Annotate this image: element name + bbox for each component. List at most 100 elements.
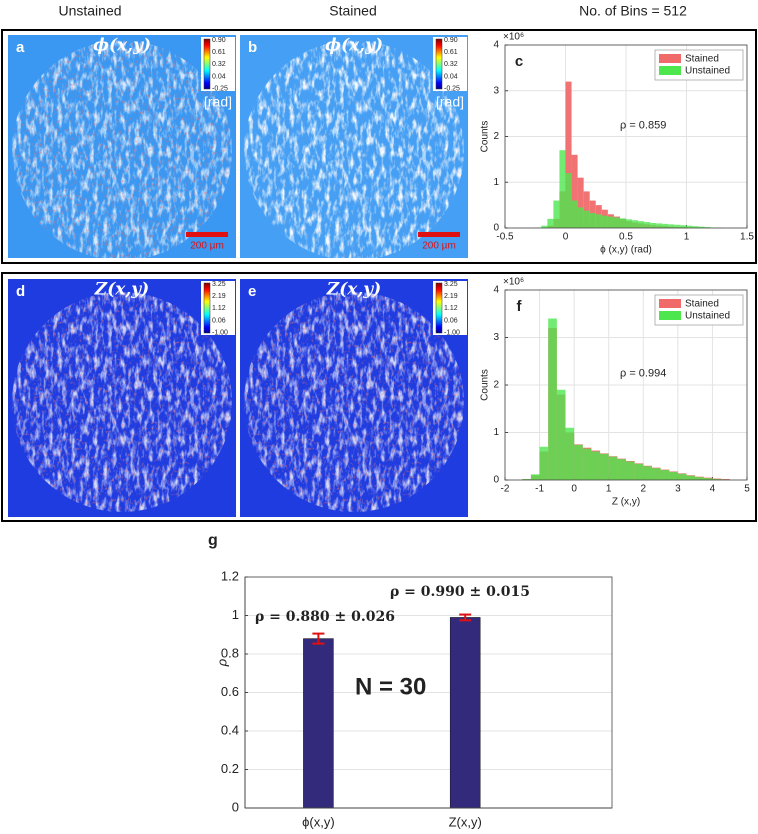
histogram-bar xyxy=(548,318,557,480)
image-panel: d Z(x,y) 3.25 2.19 1.12 0.06 -1.00 xyxy=(8,279,236,517)
y-tick-label: 3 xyxy=(493,85,499,96)
plot-border xyxy=(504,44,748,229)
column-header: Unstained xyxy=(58,3,121,19)
colorbar-label: 0.04 xyxy=(212,73,226,80)
legend-label: Unstained xyxy=(685,311,730,322)
histogram-bar xyxy=(553,200,560,228)
tissue-texture-red xyxy=(244,40,464,258)
x-axis-label: ϕ (x,y) (rad) xyxy=(600,245,652,256)
x-tick-label: 3 xyxy=(675,484,681,495)
histogram-bar xyxy=(698,226,705,228)
y-axis-label: Counts xyxy=(480,369,491,401)
colorbar xyxy=(435,282,443,334)
histogram-bar xyxy=(669,471,678,480)
y-tick-label: 1 xyxy=(232,607,239,622)
histogram-bar xyxy=(577,177,584,228)
colorbar-label: -0.25 xyxy=(444,86,460,93)
histogram-bar xyxy=(539,446,549,480)
error-bar xyxy=(312,632,325,645)
column-header: Stained xyxy=(329,3,376,19)
frame-top xyxy=(1,29,757,264)
histogram-bar xyxy=(712,479,722,480)
x-tick-label: ϕ(x,y) xyxy=(302,814,335,829)
histogram-bar xyxy=(591,451,601,480)
bar xyxy=(449,617,481,809)
histogram-bar xyxy=(582,448,592,480)
y-tick-label: 0.4 xyxy=(221,722,239,737)
annotation: N = 30 xyxy=(355,673,426,700)
image-panel: b ϕ(x,y) 0.90 0.61 0.32 0.04 -0.25[rad] 200 µm xyxy=(240,35,468,258)
x-tick-label: 0 xyxy=(571,484,577,495)
y-tick-label: 0 xyxy=(232,799,239,814)
histogram-bar xyxy=(626,461,635,480)
histogram-bar xyxy=(565,81,572,228)
histogram-bar xyxy=(571,200,578,228)
histogram-bar xyxy=(643,466,652,480)
y-axis-label: Counts xyxy=(480,121,491,153)
colorbar-label: 3.25 xyxy=(212,281,226,288)
panel-letter: e xyxy=(248,283,256,300)
y-tick-label: 0 xyxy=(493,223,499,234)
column-header: No. of Bins = 512 xyxy=(579,3,687,19)
image-panel: e Z(x,y) 3.25 2.19 1.12 0.06 -1.00 xyxy=(240,279,468,517)
colorbar-label: -1.00 xyxy=(212,330,228,337)
colorbar-label: -0.25 xyxy=(212,86,228,93)
histogram-bar xyxy=(577,207,584,228)
histogram-bar xyxy=(601,215,608,228)
y-exponent: ×10⁶ xyxy=(503,32,524,43)
y-tick-label: 1 xyxy=(493,427,499,438)
histogram-bar xyxy=(613,217,620,228)
histogram-bar xyxy=(556,389,566,480)
frame-middle xyxy=(1,272,757,522)
histogram-bar xyxy=(650,222,657,228)
histogram-bar xyxy=(583,210,590,228)
panel-letter: f xyxy=(517,298,523,315)
x-tick-label: 1.5 xyxy=(740,232,754,243)
histogram-bar xyxy=(595,214,602,228)
histogram-bar xyxy=(677,473,687,480)
histogram-bar xyxy=(522,479,531,480)
colorbar-label: 2.19 xyxy=(444,293,458,300)
image-title: Z(x,y) xyxy=(326,280,381,300)
scale-bar-label: 200 µm xyxy=(422,241,456,252)
colorbar-label: 0.06 xyxy=(212,317,226,324)
histogram-bar xyxy=(651,468,661,480)
histogram-bar xyxy=(634,463,644,480)
plot-border xyxy=(504,289,748,481)
image-title: ϕ(x,y) xyxy=(325,36,383,56)
histogram-bar xyxy=(574,444,583,480)
histogram-bar xyxy=(607,216,614,228)
legend-swatch xyxy=(659,66,681,75)
x-tick-label: -1 xyxy=(535,484,544,495)
histogram-bar xyxy=(600,453,609,480)
colorbar-unit: [rad] xyxy=(204,94,232,110)
histogram-bar xyxy=(686,475,696,480)
histogram-bar xyxy=(660,470,670,480)
histogram-bar xyxy=(589,212,596,228)
legend-swatch xyxy=(659,54,681,63)
panel-letter: b xyxy=(248,39,257,56)
colorbar-label: 3.25 xyxy=(444,281,458,288)
colorbar-label: 0.61 xyxy=(212,49,226,56)
legend-label: Stained xyxy=(685,54,719,65)
colorbar-label: 0.32 xyxy=(212,61,226,68)
legend-swatch xyxy=(659,311,681,320)
histogram-bar xyxy=(638,221,645,228)
legend-label: Stained xyxy=(685,299,719,310)
y-tick-label: 0 xyxy=(493,475,499,486)
x-axis-label: Z (x,y) xyxy=(612,497,640,508)
error-bar xyxy=(459,613,472,622)
histogram-bar xyxy=(704,227,711,228)
tissue-texture-red xyxy=(12,292,232,512)
histogram-bar xyxy=(571,154,578,228)
x-tick-label: 5 xyxy=(744,484,750,495)
colorbar-label: 1.12 xyxy=(212,305,226,312)
annotation: ρ = 0.994 xyxy=(620,368,666,380)
x-tick-label: 2 xyxy=(641,484,647,495)
histogram-bar xyxy=(644,222,651,228)
colorbar-unit: [rad] xyxy=(436,94,464,110)
histogram-bar xyxy=(703,478,713,480)
y-tick-label: 1 xyxy=(493,177,499,188)
image-title: Z(x,y) xyxy=(94,280,149,300)
